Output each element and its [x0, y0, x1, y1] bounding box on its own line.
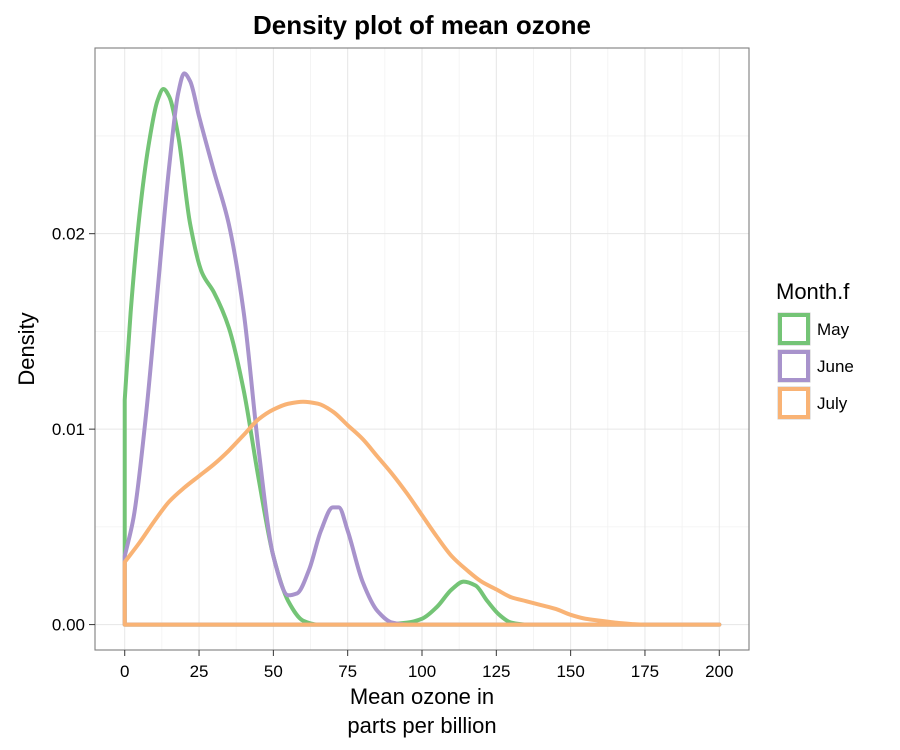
x-tick-label: 200	[705, 662, 733, 681]
legend-label-june: June	[817, 357, 854, 376]
legend-swatch-july	[778, 387, 810, 419]
x-axis: 0 25 50 75 100 125 150 175 200	[120, 650, 733, 681]
x-tick-label: 75	[338, 662, 357, 681]
x-axis-title-line-2: parts per billion	[347, 713, 496, 738]
x-axis-title-line-1: Mean ozone in	[350, 684, 494, 709]
x-tick-label: 175	[631, 662, 659, 681]
y-axis-title: Density	[14, 312, 39, 385]
legend-label-july: July	[817, 394, 848, 413]
chart-title: Density plot of mean ozone	[253, 10, 591, 40]
legend-label-may: May	[817, 320, 850, 339]
density-line-july	[122, 399, 722, 627]
x-tick-label: 125	[482, 662, 510, 681]
x-tick-label: 25	[190, 662, 209, 681]
y-tick-label: 0.02	[52, 225, 85, 244]
plot-panel	[94, 47, 750, 651]
y-tick-label: 0.01	[52, 420, 85, 439]
density-line-june	[122, 71, 722, 627]
legend-title: Month.f	[776, 279, 850, 304]
legend-swatch-june	[778, 350, 810, 382]
x-tick-label: 100	[408, 662, 436, 681]
legend: Month.f May June July	[776, 279, 854, 420]
x-tick-label: 50	[264, 662, 283, 681]
x-tick-label: 150	[556, 662, 584, 681]
legend-swatch-may	[778, 313, 810, 345]
y-axis: 0.00 0.01 0.02	[52, 225, 95, 635]
y-tick-label: 0.00	[52, 616, 85, 635]
x-tick-label: 0	[120, 662, 129, 681]
series-layer	[122, 71, 722, 627]
